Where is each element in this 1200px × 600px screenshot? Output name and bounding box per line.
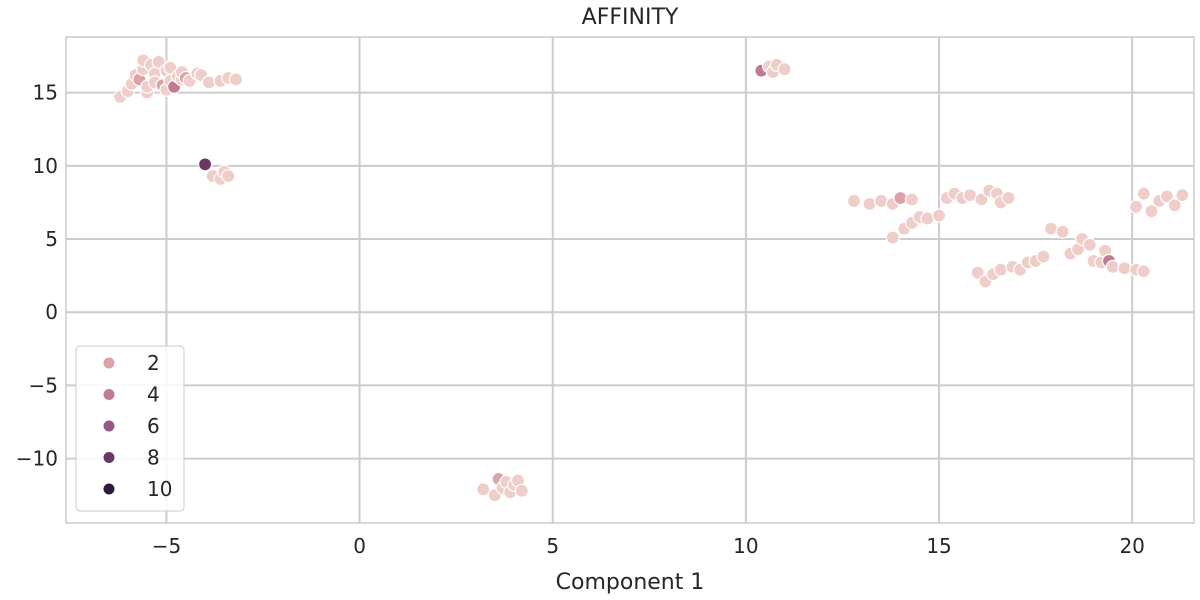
scatter-point (931, 208, 947, 223)
legend-marker (102, 388, 116, 401)
scatter-point (920, 211, 935, 226)
legend-marker (102, 451, 116, 464)
scatter-point (885, 230, 900, 245)
legend-marker (102, 356, 116, 370)
y-tick-labels: −10 −5 0 5 10 15 (16, 81, 58, 471)
y-tick-label: 0 (45, 300, 58, 324)
scatter-point (1105, 259, 1120, 274)
legend-label: 4 (147, 383, 160, 407)
grid-lines (66, 37, 1194, 523)
scatter-point (1055, 224, 1070, 239)
legend-label: 10 (147, 477, 172, 501)
x-axis-label: Component 1 (556, 570, 705, 595)
y-tick-label: 15 (33, 81, 58, 105)
legend-label: 8 (147, 446, 160, 470)
x-tick-label: 10 (733, 534, 758, 558)
scatter-point (1136, 186, 1151, 201)
x-tick-label: 20 (1119, 534, 1144, 558)
x-tick-label: 15 (926, 534, 951, 558)
scatter-point (1167, 198, 1182, 213)
y-tick-label: 10 (33, 154, 58, 178)
legend-label: 2 (147, 351, 160, 375)
scatter-point (1043, 221, 1059, 236)
x-tick-label: −5 (152, 534, 181, 558)
scatter-point (970, 265, 985, 280)
legend-marker (102, 419, 116, 433)
scatter-point (1036, 249, 1051, 264)
scatter-point (1159, 189, 1175, 204)
scatter-point (1144, 204, 1159, 219)
scatter-point (862, 196, 877, 211)
chart-title: AFFINITY (582, 5, 679, 30)
x-tick-label: 0 (353, 534, 366, 558)
scatter-point (221, 168, 236, 184)
scatter-point (1175, 187, 1190, 203)
x-tick-labels: −5 0 5 10 15 20 (152, 534, 1145, 558)
legend-marker (102, 482, 116, 496)
scatter-point (228, 72, 244, 87)
y-tick-label: −5 (29, 373, 58, 397)
scatter-point (873, 193, 889, 209)
scatter-point (777, 62, 792, 77)
scatter-point (893, 190, 908, 206)
legend: 2 4 6 8 10 (75, 345, 185, 512)
plot-area (65, 36, 1195, 524)
scatter-point (993, 262, 1008, 277)
scatter-point (1117, 261, 1132, 276)
x-tick-label: 5 (546, 534, 559, 558)
scatter-point (974, 192, 989, 207)
scatter-point (846, 193, 862, 209)
y-tick-label: −10 (16, 447, 58, 471)
data-points (112, 53, 1190, 503)
legend-label: 6 (147, 414, 160, 438)
scatter-point (1082, 237, 1097, 252)
legend-box (75, 345, 185, 512)
scatter-point (1136, 264, 1151, 279)
scatter-point (201, 75, 217, 90)
scatter-point (197, 157, 213, 172)
y-tick-label: 5 (45, 227, 58, 251)
scatter-point (514, 483, 529, 498)
scatter-point (151, 54, 166, 69)
scatter-point (476, 482, 491, 497)
scatter-point (904, 192, 920, 207)
scatter-point (1128, 199, 1144, 214)
scatter-point (1001, 190, 1016, 206)
